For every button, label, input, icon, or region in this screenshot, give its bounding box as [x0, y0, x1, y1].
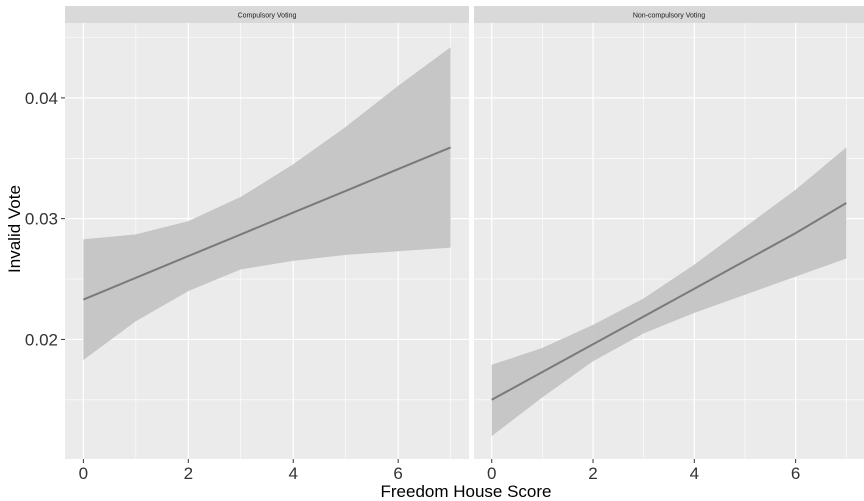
panel-2: Non-compulsory Voting 0 2 4 6 — [474, 6, 864, 483]
facet-strip — [474, 6, 864, 23]
facet-strip — [65, 6, 469, 23]
confidence-band — [83, 47, 451, 360]
x-tick-label: 0 — [79, 464, 88, 483]
y-tick-label: 0.03 — [25, 210, 58, 229]
x-tick-label: 0 — [487, 464, 496, 483]
y-tick-label: 0.02 — [25, 330, 58, 349]
facet-strip-label: Non-compulsory Voting — [633, 13, 705, 20]
y-tick-label: 0.04 — [25, 89, 58, 108]
x-tick-label: 2 — [184, 464, 193, 483]
x-tick-label: 4 — [690, 464, 699, 483]
fit-line — [83, 146, 451, 301]
x-tick-label: 4 — [288, 464, 297, 483]
x-tick-label: 2 — [588, 464, 597, 483]
y-axis-title: Invalid Vote — [5, 185, 24, 273]
y-axis: 0.02 0.03 0.04 — [25, 89, 65, 349]
facet-strip-label: Compulsory Voting — [238, 13, 297, 20]
confidence-band — [491, 147, 847, 437]
panel-1: Compulsory Voting 0 2 4 6 — [65, 6, 469, 483]
x-tick-label: 6 — [393, 464, 402, 483]
x-axis-title: Freedom House Score — [380, 482, 551, 501]
x-tick-label: 6 — [791, 464, 800, 483]
fit-line — [491, 202, 847, 401]
